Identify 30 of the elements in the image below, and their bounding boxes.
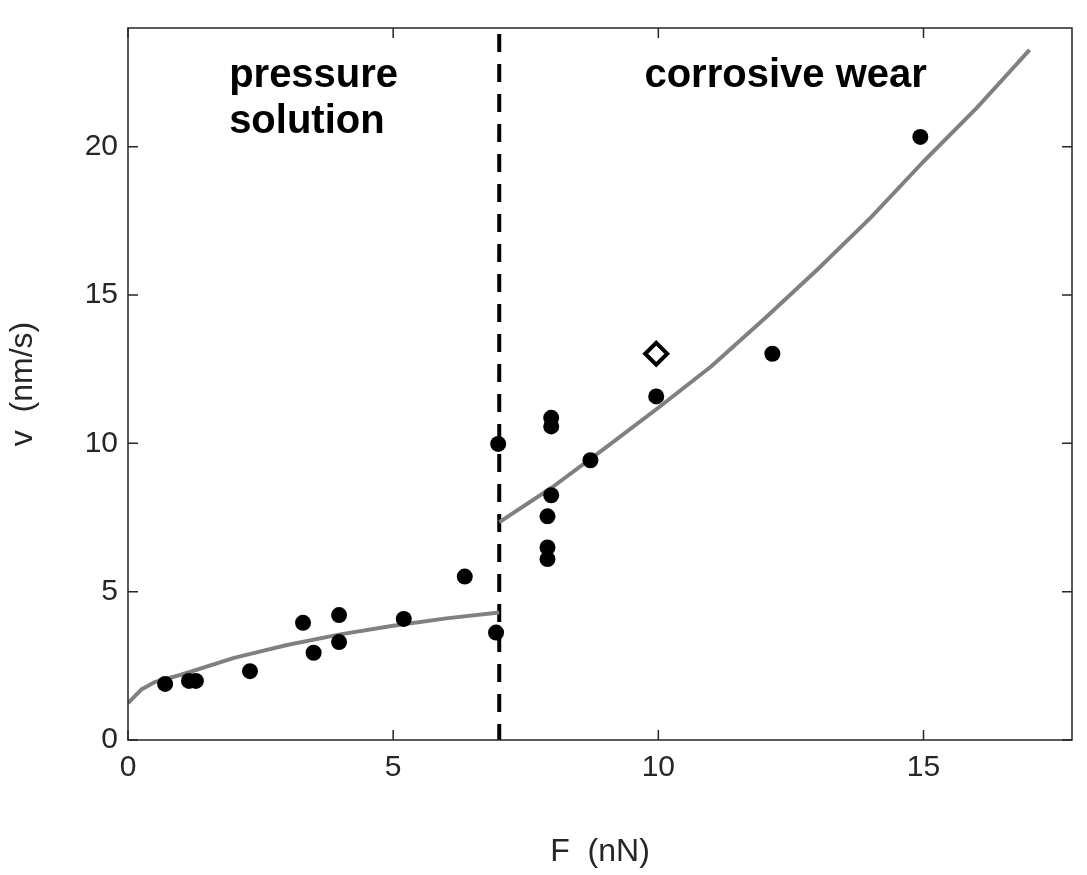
point [539, 508, 556, 525]
point [488, 624, 505, 641]
point [643, 340, 670, 367]
point [582, 452, 599, 469]
x-tick-label: 10 [641, 749, 676, 783]
x-tick-label: 5 [384, 749, 402, 783]
point [490, 435, 507, 452]
point [456, 568, 473, 585]
y-tick-label: 15 [84, 276, 118, 310]
point [539, 539, 556, 556]
point [648, 388, 665, 405]
point [157, 675, 174, 692]
point [331, 634, 348, 651]
point [295, 614, 312, 631]
x-tick-label: 15 [906, 749, 941, 783]
point [331, 607, 348, 624]
y-tick-label: 20 [84, 127, 118, 161]
point [395, 610, 412, 627]
point [764, 345, 781, 362]
point [305, 644, 322, 661]
point [543, 487, 560, 504]
x-axis-title: F (nN) [550, 831, 650, 868]
y-axis-title: v (nm/s) [3, 321, 40, 447]
y-tick-label: 0 [101, 721, 118, 755]
point [912, 128, 929, 145]
annotation: pressure solution [229, 51, 399, 142]
annotation: corrosive wear [644, 51, 927, 96]
y-tick-label: 10 [84, 424, 118, 458]
point [241, 663, 258, 680]
y-tick-label: 5 [101, 572, 118, 606]
